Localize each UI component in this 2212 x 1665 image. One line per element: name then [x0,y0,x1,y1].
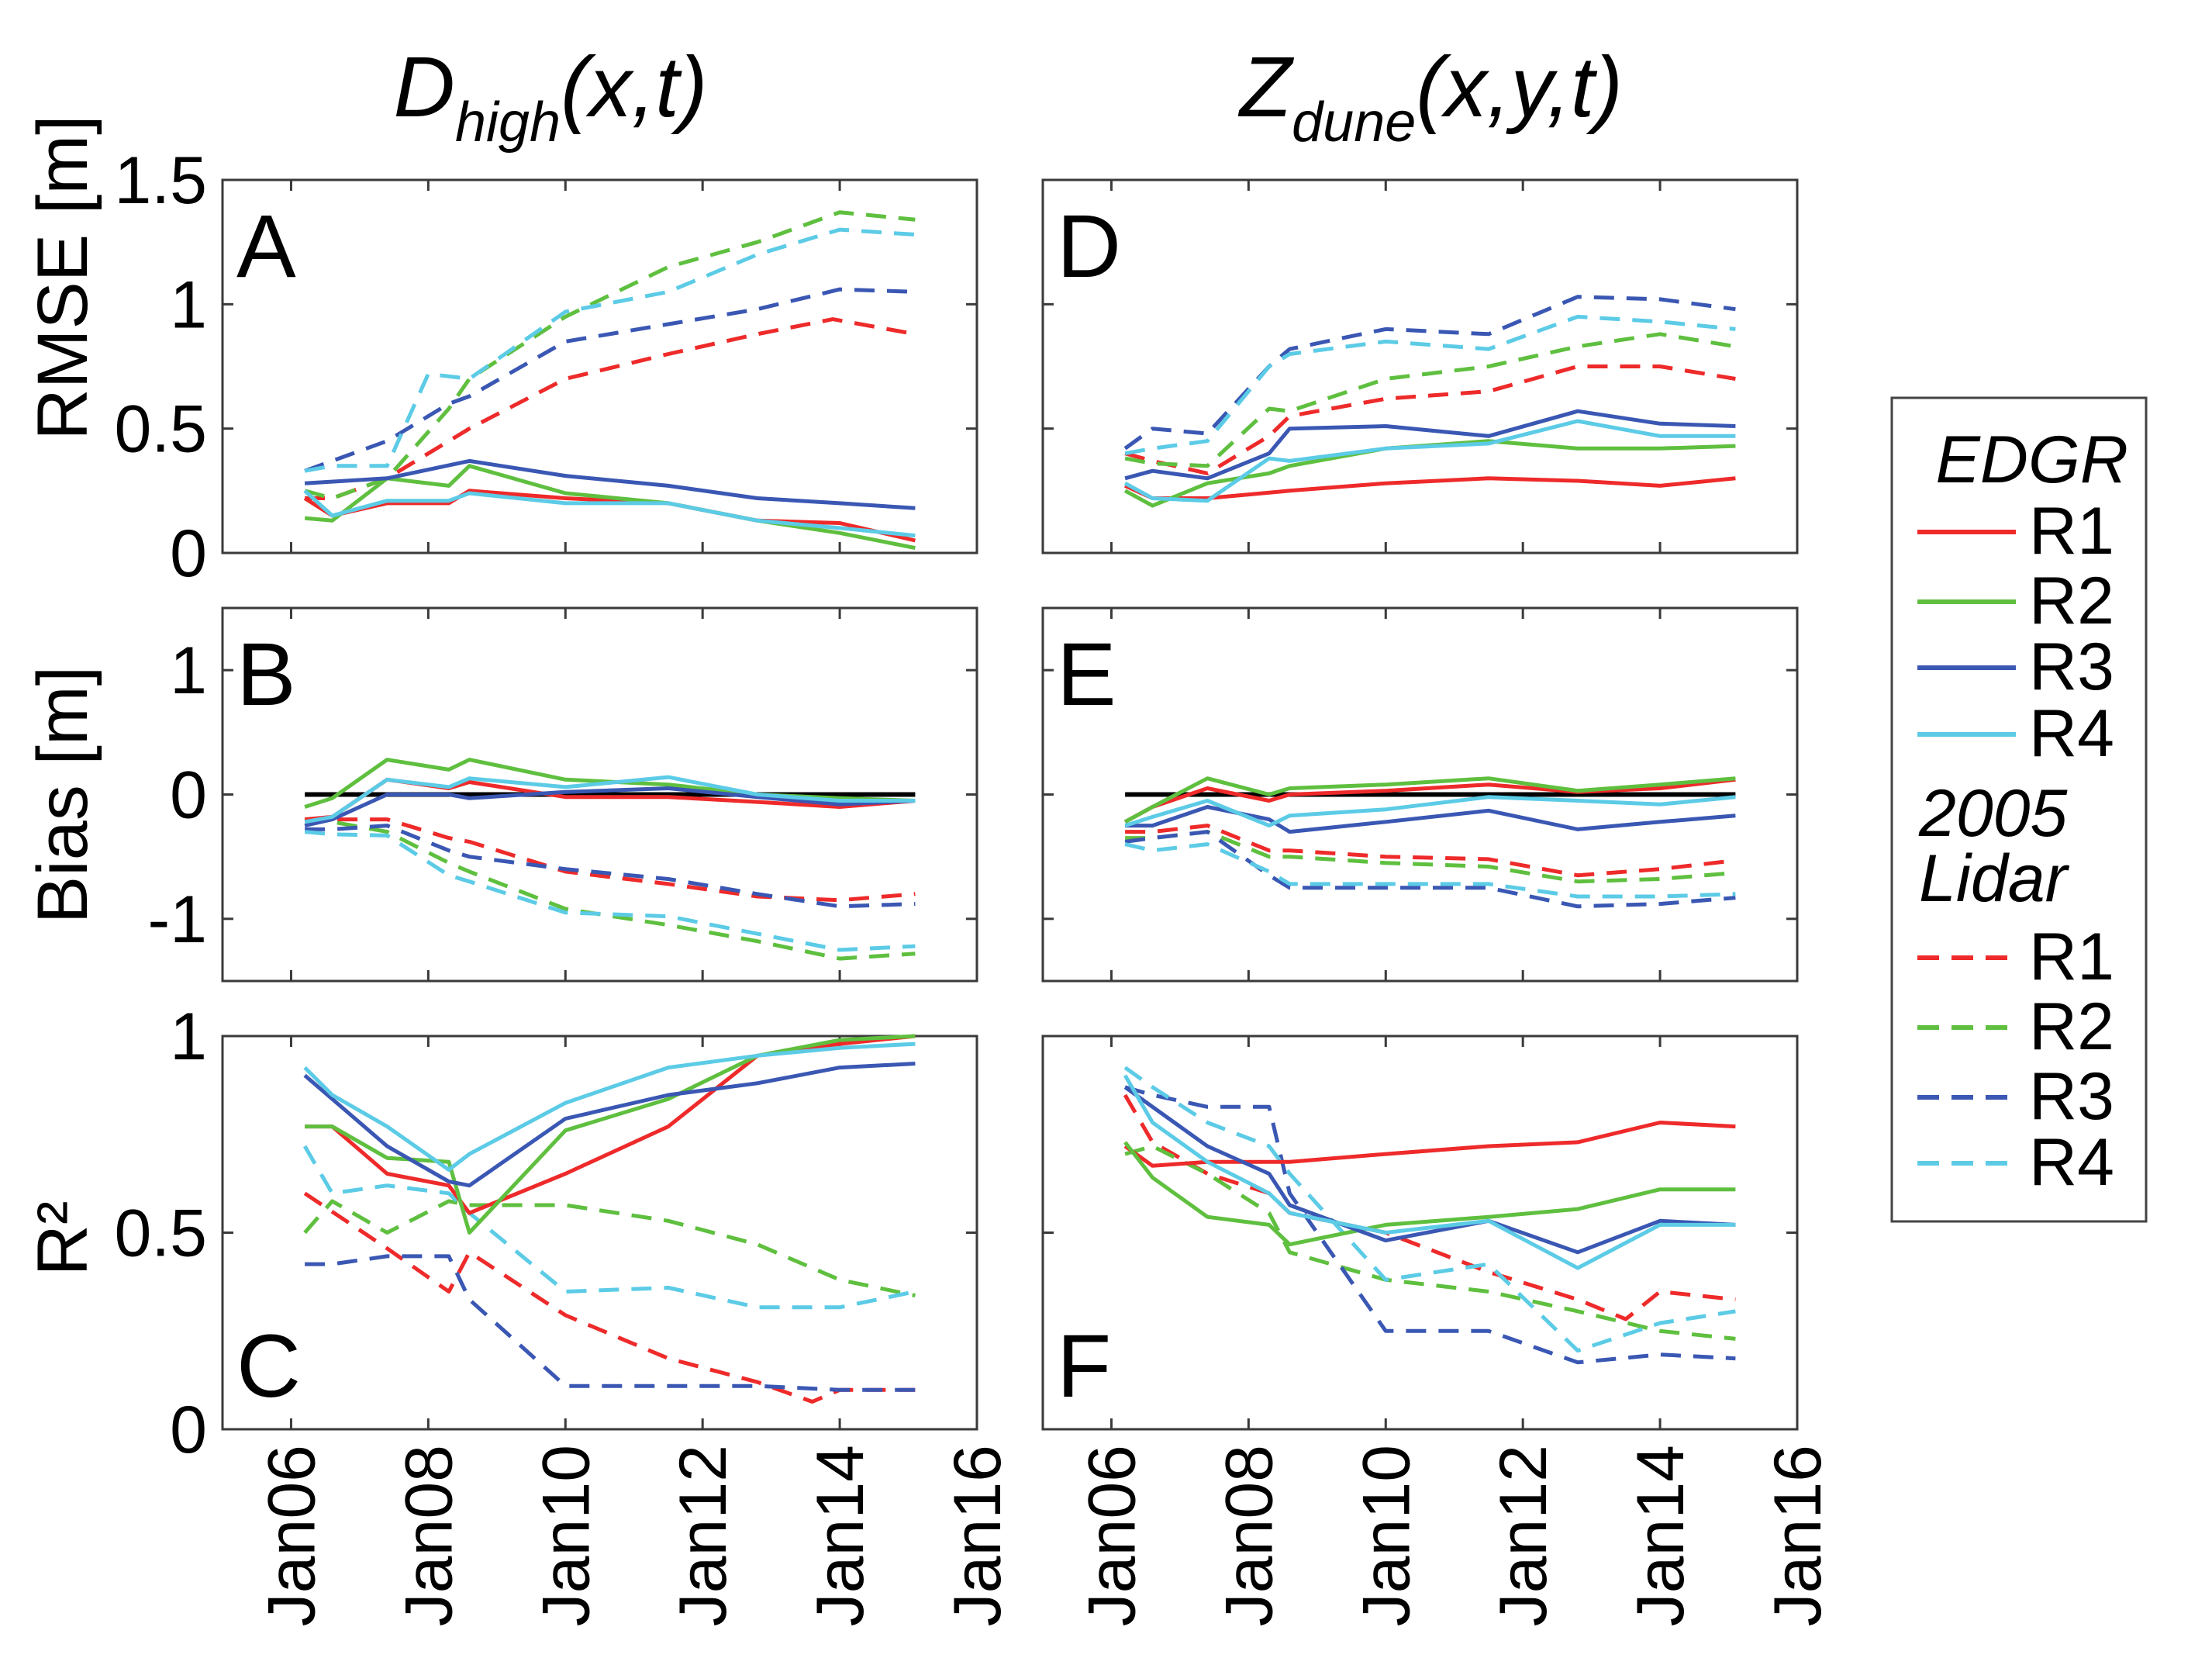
series-edgr-r2-line [304,464,916,551]
series-lidar-r3-line [305,1254,916,1392]
panel-f: Jan06 Jan08 Jan10 Jan12 Jan14 Jan16 F [1041,1035,1835,1626]
series-edgr-r3-line [1125,805,1736,834]
legend-label-edgr-r3: R3 [2029,630,2114,704]
series-edgr-r4-line [1124,795,1736,828]
legend-box [1890,396,2148,1223]
legend: EDGR R1 R2 R3 R4 2005 Lidar R1 R2 R3 R4 [1890,396,2148,1223]
legend-label-edgr-r2: R2 [2029,564,2114,638]
series-lidar-r1-line [1124,364,1736,475]
x-tick-label: Jan06 [1075,1445,1149,1626]
legend-label-lidar-r3: R3 [2029,1059,2114,1134]
series-lidar-r4-line [302,1145,916,1310]
y-tick-label: -1 [148,883,207,957]
column-title-zdune-main: Z [1237,40,1295,135]
legend-label-edgr-r4: R4 [2029,696,2114,771]
series-edgr-r3-line [303,1062,916,1188]
panel-d: D [1041,178,1799,554]
panel-label-b: B [236,625,296,724]
y-tick-label: 0 [170,758,207,833]
series-edgr-r2-line [1123,1141,1736,1247]
x-tick-label: Jan14 [803,1445,878,1626]
series-lidar-r2-line [303,1199,916,1298]
series-edgr-r3-line [1124,409,1736,481]
x-tick-label: Jan16 [940,1445,1015,1626]
x-tick-label: Jan10 [1349,1445,1423,1626]
series-edgr-r4-line [304,775,916,824]
y-tick-label: 0 [170,1393,207,1467]
x-tick-label: Jan06 [254,1445,329,1626]
x-tick-label: Jan08 [1212,1445,1286,1626]
series-lidar-r4-line [304,227,916,473]
panel-e: E [1041,606,1799,983]
panel-b: -1 0 1 B [148,606,978,983]
series-edgr-r1-line [1123,777,1736,824]
x-tick-label: Jan12 [666,1445,740,1626]
panel-label-a: A [236,197,296,296]
series-lidar-r4-line [1123,1066,1736,1353]
ylabel-r2: R² [23,1200,102,1276]
y-tick-label: 1 [170,634,207,708]
series-lidar-r2-line [304,210,916,500]
x-tick-label: Jan08 [392,1445,466,1626]
legend-group-lidar-title-line1: 2005 [1918,776,2068,851]
column-title-zdune-args: (x,y,t) [1416,40,1623,135]
panel-label-f: F [1057,1317,1111,1416]
series-lidar-r2-line [1124,332,1736,468]
series-edgr-r2-line [305,1034,916,1235]
ylabel-bias: Bias [m] [23,666,102,924]
x-tick-label: Jan16 [1761,1445,1835,1626]
series-edgr-r2-line [1123,439,1736,508]
series-lidar-r4-line [1124,314,1736,456]
series-edgr-r1-line [1123,1121,1736,1168]
column-title-zdune: Zdune(x,y,t) [1237,40,1623,154]
column-title-dhigh-main: D [394,40,455,135]
series-lidar-r4-line [1124,842,1736,899]
panel-label-c: C [236,1317,301,1416]
series-edgr-r4-line [303,489,916,538]
y-tick-label: 0 [170,516,207,591]
x-tick-label: Jan10 [529,1445,603,1626]
panel-c-frame [221,1035,978,1431]
legend-group-lidar-title-line2: Lidar [1919,841,2070,916]
legend-label-lidar-r4: R4 [2029,1125,2114,1200]
series-edgr-r4-line [1123,419,1736,503]
series-edgr-r3-line [304,786,916,828]
legend-label-lidar-r1: R1 [2029,920,2114,994]
series-edgr-r4-line [303,1041,916,1172]
y-tick-label: 1 [170,1000,207,1074]
column-title-dhigh-sub: high [455,92,561,154]
series-lidar-r2-line [1125,830,1736,884]
x-tick-label: Jan14 [1624,1445,1698,1626]
panel-c: Jan06 Jan08 Jan10 Jan12 Jan14 Jan16 0 0.5 1 C [114,1000,1015,1626]
y-tick-label: 0.5 [114,392,207,467]
panel-a: 0 0.5 1 1.5 A [114,143,978,591]
legend-label-edgr-r1: R1 [2029,494,2114,568]
y-tick-label: 1.5 [114,143,207,218]
x-tick-label: Jan12 [1486,1445,1561,1626]
series-lidar-r1-line [1125,824,1736,878]
series-lidar-r3-line [1124,830,1736,909]
series-lidar-r3-line [304,287,916,473]
series-lidar-r3-line [305,824,916,909]
ylabel-rmse: RMSE [m] [23,115,102,440]
legend-group-edgr-title: EDGR [1936,423,2128,497]
panel-label-d: D [1057,197,1121,296]
column-title-dhigh-args: (x,t) [561,40,707,135]
series-edgr-r3-line [304,458,916,510]
series-lidar-r1-line [305,317,916,500]
y-tick-label: 0.5 [114,1197,207,1271]
series-edgr-r2-line [1123,776,1736,824]
series-edgr-r4-line [1123,1074,1736,1270]
column-title-zdune-sub: dune [1292,92,1416,154]
y-tick-label: 1 [170,268,207,342]
series-lidar-r1-line [303,1191,916,1404]
legend-label-lidar-r2: R2 [2029,990,2114,1064]
column-title-dhigh: Dhigh(x,t) [394,40,708,154]
panel-label-e: E [1057,625,1116,724]
